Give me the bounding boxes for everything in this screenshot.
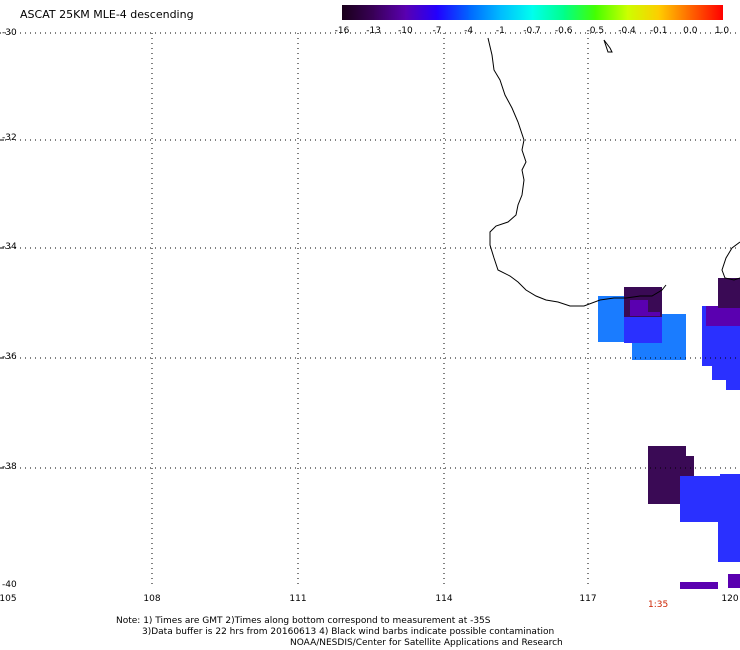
- wind-data-cell: [718, 278, 740, 308]
- lon-label-108: 108: [143, 594, 161, 604]
- wind-data-cell: [680, 582, 718, 589]
- note-line-3: NOAA/NESDIS/Center for Satellite Applica…: [290, 638, 563, 648]
- note-line-1: Note: 1) Times are GMT 2)Times along bot…: [116, 616, 491, 626]
- wind-data-cell: [648, 446, 686, 504]
- colorbar-segment: [658, 5, 692, 20]
- wind-data-cell: [728, 574, 740, 588]
- colorbar-tick-label: -16: [334, 26, 350, 36]
- colorbar-tick-label: -0.7: [523, 26, 541, 36]
- wind-data-cell: [726, 372, 740, 390]
- colorbar-segment: [468, 5, 502, 20]
- colorbar-segment: [532, 5, 565, 20]
- lon-label-105: 105: [0, 594, 17, 604]
- colorbar: [342, 5, 723, 20]
- colorbar-segment: [563, 5, 597, 20]
- lat-label-30: -30: [2, 28, 17, 38]
- colorbar-tick-label: -7: [432, 26, 442, 36]
- colorbar-segment: [627, 5, 660, 20]
- colorbar-segment: [342, 5, 375, 20]
- colorbar-tick-label: -1: [495, 26, 505, 36]
- time-label: 1:35: [648, 600, 669, 610]
- colorbar-tick-label: -4: [464, 26, 474, 36]
- lon-label-117: 117: [579, 594, 597, 604]
- colorbar-tick-label: -10: [397, 26, 413, 36]
- wind-data-cell: [718, 486, 740, 562]
- lat-label-32: -32: [2, 133, 17, 143]
- colorbar-segment: [373, 5, 407, 20]
- colorbar-tick-label: 0.0: [683, 26, 698, 36]
- lon-label-114: 114: [435, 594, 453, 604]
- colorbar-tick-label: -0.5: [586, 26, 605, 36]
- lat-label-34: -34: [2, 242, 17, 252]
- colorbar-segment: [437, 5, 470, 20]
- colorbar-segment: [595, 5, 628, 20]
- lon-label-111: 111: [289, 594, 307, 604]
- colorbar-tick-label: 1.0: [714, 26, 730, 36]
- colorbar-tick-label: -0.6: [554, 26, 573, 36]
- wind-data-cell: [648, 288, 662, 312]
- lon-label-120: 120: [721, 594, 739, 604]
- colorbar-tick-label: -0.1: [649, 26, 668, 36]
- colorbar-segment: [690, 5, 723, 20]
- colorbar-segment: [500, 5, 533, 20]
- colorbar-tick-label: -0.4: [618, 26, 636, 36]
- chart-title: ASCAT 25KM MLE-4 descending: [20, 8, 194, 21]
- lat-label-40: -40: [2, 580, 17, 590]
- wind-data-cell: [706, 306, 740, 326]
- wind-data-cells: [598, 278, 740, 589]
- lat-label-38: -38: [2, 462, 17, 472]
- wind-data-cell: [720, 474, 740, 492]
- coastline: [487, 37, 740, 307]
- colorbar-segment: [405, 5, 438, 20]
- grid-lines: [0, 32, 740, 588]
- lat-label-36: -36: [2, 352, 17, 362]
- wind-data-cell: [694, 476, 722, 516]
- colorbar-tick-label: -13: [366, 26, 382, 36]
- note-line-2: 3)Data buffer is 22 hrs from 20160613 4)…: [142, 627, 555, 637]
